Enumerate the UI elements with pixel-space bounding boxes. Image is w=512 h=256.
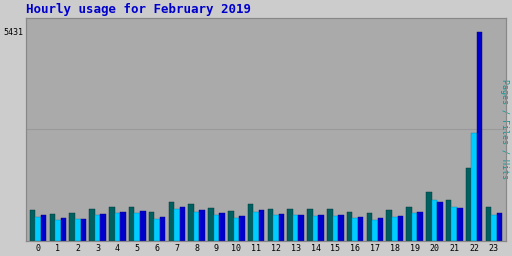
Bar [95, 215, 100, 241]
Bar [194, 211, 200, 241]
Bar [30, 210, 35, 241]
Bar [287, 209, 293, 241]
Bar [426, 192, 432, 241]
Bar [313, 216, 318, 241]
Bar [219, 213, 225, 241]
Bar [293, 215, 298, 241]
Bar [446, 200, 452, 241]
Bar [268, 209, 273, 241]
Bar [432, 200, 437, 241]
Text: Hourly usage for February 2019: Hourly usage for February 2019 [26, 4, 251, 16]
Bar [279, 214, 284, 241]
Bar [352, 218, 358, 241]
Bar [253, 211, 259, 241]
Bar [61, 218, 66, 241]
Bar [135, 213, 140, 241]
Bar [367, 214, 372, 241]
Bar [407, 207, 412, 241]
Bar [417, 212, 423, 241]
Bar [50, 214, 55, 241]
Bar [180, 207, 185, 241]
Bar [174, 209, 180, 241]
Bar [347, 211, 352, 241]
Bar [109, 207, 115, 241]
Bar [129, 207, 135, 241]
Bar [491, 215, 497, 241]
Bar [397, 216, 403, 241]
Bar [208, 208, 214, 241]
Bar [273, 215, 279, 241]
Bar [378, 218, 383, 241]
Bar [318, 215, 324, 241]
Bar [200, 210, 205, 241]
Bar [307, 209, 313, 241]
Bar [338, 215, 344, 241]
Bar [477, 32, 482, 241]
Bar [70, 213, 75, 241]
Bar [214, 215, 219, 241]
Bar [485, 207, 491, 241]
Bar [412, 214, 417, 241]
Bar [372, 220, 378, 241]
Bar [75, 219, 80, 241]
Bar [148, 211, 154, 241]
Bar [452, 207, 457, 241]
Bar [154, 219, 160, 241]
Bar [259, 210, 264, 241]
Bar [55, 220, 61, 241]
Bar [248, 204, 253, 241]
Bar [497, 213, 502, 241]
Bar [333, 216, 338, 241]
Bar [392, 217, 397, 241]
Bar [233, 218, 239, 241]
Bar [140, 211, 145, 241]
Bar [387, 210, 392, 241]
Bar [437, 201, 443, 241]
Bar [327, 209, 333, 241]
Bar [188, 204, 194, 241]
Bar [466, 168, 471, 241]
Bar [471, 133, 477, 241]
Bar [457, 208, 462, 241]
Bar [120, 212, 126, 241]
Bar [89, 209, 95, 241]
Y-axis label: Pages / Files / Hits: Pages / Files / Hits [500, 79, 508, 179]
Bar [298, 215, 304, 241]
Bar [41, 215, 47, 241]
Bar [100, 214, 106, 241]
Bar [239, 216, 245, 241]
Bar [168, 202, 174, 241]
Bar [115, 213, 120, 241]
Bar [80, 219, 86, 241]
Bar [228, 211, 233, 241]
Bar [160, 217, 165, 241]
Bar [35, 217, 41, 241]
Bar [358, 217, 364, 241]
